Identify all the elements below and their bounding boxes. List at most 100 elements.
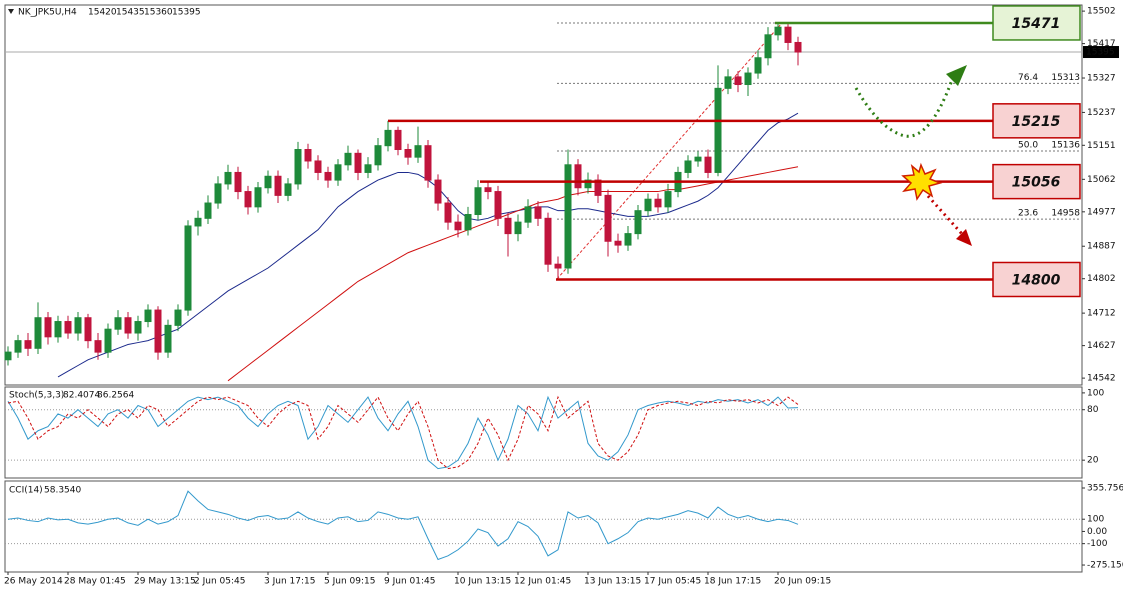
x-tick-label: 12 Jun 01:45 <box>514 577 571 587</box>
candle-body <box>794 41 802 53</box>
candle-body <box>644 198 652 212</box>
line-series <box>7 490 799 561</box>
cci-value: 58.3540 <box>44 486 81 496</box>
y-tick-label: 14542 <box>1087 374 1116 384</box>
stoch-panel <box>4 386 1083 479</box>
level-label: 15471 <box>1012 16 1061 32</box>
candle-body <box>434 179 442 204</box>
y-tick-label: 15417 <box>1087 39 1116 49</box>
y-tick-label: 15237 <box>1087 108 1116 118</box>
candle-body <box>784 26 792 43</box>
candle-body <box>384 129 392 147</box>
candle-body <box>754 57 762 74</box>
candle-body <box>234 171 242 193</box>
candle-body <box>204 202 212 219</box>
candle-body <box>294 149 302 185</box>
candle-body <box>444 202 452 223</box>
candle-body <box>214 183 222 204</box>
y-tick-label: 100 <box>1087 515 1104 525</box>
y-tick-label: -100 <box>1087 539 1108 549</box>
y-tick-label: 15151 <box>1087 141 1116 151</box>
candle-body <box>94 340 102 353</box>
candle-body <box>634 210 642 235</box>
x-tick-label: 26 May 2014 <box>4 577 63 587</box>
y-tick-label: 15327 <box>1087 74 1116 84</box>
x-tick-label: 5 Jun 09:15 <box>324 577 375 587</box>
candle-body <box>564 164 572 269</box>
candle-body <box>664 191 672 208</box>
breakout-star <box>901 162 943 201</box>
candle-body <box>724 76 732 89</box>
fib-ratio: 76.4 <box>1018 73 1038 83</box>
candle-body <box>404 149 412 158</box>
candle-body <box>194 217 202 227</box>
y-tick-label: -275.156 <box>1087 561 1123 571</box>
ohlc-low: 15360 <box>144 8 173 18</box>
candle-body <box>614 240 622 246</box>
y-tick-label: 20 <box>1087 456 1099 466</box>
menu-arrow <box>8 9 14 14</box>
ohlc-open: 15420 <box>88 8 117 18</box>
marks: 15502 15417 15327 15237 15151 15062 14977 14887… <box>4 5 1123 587</box>
candle-body <box>524 206 532 223</box>
candle-body <box>714 87 722 173</box>
candle-body <box>554 263 562 269</box>
candle-body <box>684 160 692 173</box>
candle-body <box>514 221 522 235</box>
candle-body <box>484 187 492 193</box>
x-tick-label: 3 Jun 17:15 <box>264 577 315 587</box>
candle-body <box>324 171 332 181</box>
ohlc-high: 15435 <box>116 8 145 18</box>
candle-body <box>244 191 252 208</box>
candle-body <box>74 317 82 334</box>
candle-body <box>24 340 32 349</box>
x-tick-label: 20 Jun 09:15 <box>774 577 831 587</box>
candle-body <box>84 317 92 342</box>
price-tag-label: 15395 <box>1086 48 1115 58</box>
bear-arrowhead <box>956 229 972 246</box>
y-tick-label: 15062 <box>1087 175 1116 185</box>
level-box <box>992 163 1081 200</box>
candle-body <box>504 217 512 235</box>
level-label: 14800 <box>1012 272 1061 288</box>
stoch-main-value: 82.4074 <box>63 391 100 401</box>
candle-body <box>544 217 552 265</box>
x-tick-label: 29 May 13:15 <box>134 577 196 587</box>
y-tick-label: 14802 <box>1087 274 1116 284</box>
candle-body <box>174 309 182 326</box>
x-tick-label: 2 Jun 05:45 <box>194 577 245 587</box>
candle-body <box>494 191 502 219</box>
y-tick-label: 14627 <box>1087 341 1116 351</box>
x-tick-label: 10 Jun 13:15 <box>454 577 511 587</box>
candle-body <box>134 321 142 334</box>
candle-body <box>264 175 272 189</box>
candle-body <box>694 156 702 162</box>
x-tick-label: 9 Jun 01:45 <box>384 577 435 587</box>
candle-body <box>354 152 362 173</box>
candle-body <box>4 351 12 361</box>
candle-body <box>744 72 752 86</box>
candle-body <box>574 164 582 189</box>
cci-title: CCI(14) <box>9 486 43 496</box>
candle-body <box>54 321 62 338</box>
level-box <box>992 5 1081 41</box>
candle-body <box>164 324 172 353</box>
candle-body <box>624 233 632 246</box>
candle-body <box>594 179 602 196</box>
candle-body <box>104 328 112 353</box>
level-box <box>992 103 1081 139</box>
candle-body <box>154 309 162 353</box>
main-panel <box>4 4 1083 386</box>
x-tick-label: 18 Jun 17:15 <box>704 577 761 587</box>
candle-body <box>334 164 342 181</box>
y-tick-label: 14712 <box>1087 309 1116 319</box>
candle-body <box>114 317 122 330</box>
line-series <box>227 166 799 382</box>
candle-body <box>734 76 742 86</box>
stoch-title: Stoch(5,3,3) <box>9 391 64 401</box>
candle-body <box>124 317 132 334</box>
candle-body <box>654 198 662 208</box>
symbol: NK_JPK5U,H4 <box>18 8 77 18</box>
candle-body <box>584 179 592 189</box>
